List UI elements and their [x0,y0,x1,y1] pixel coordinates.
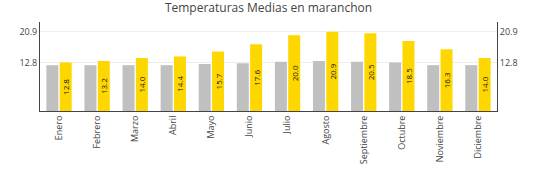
svg-text:12.8: 12.8 [19,56,37,69]
svg-text:Julio: Julio [280,116,293,135]
svg-text:17.6: 17.6 [251,70,262,86]
svg-text:20.5: 20.5 [365,64,376,80]
svg-text:Octubre: Octubre [395,116,408,150]
svg-text:13.2: 13.2 [98,78,109,94]
svg-text:14.0: 14.0 [479,76,490,92]
svg-text:Diciembre: Diciembre [471,116,484,159]
svg-text:Junio: Junio [242,116,255,138]
svg-text:15.7: 15.7 [213,73,224,89]
svg-text:14.4: 14.4 [174,76,185,92]
svg-text:12.8: 12.8 [500,56,518,69]
svg-text:16.3: 16.3 [441,72,452,88]
svg-text:20.9: 20.9 [500,25,518,38]
svg-text:20.9: 20.9 [327,63,338,79]
svg-text:Abril: Abril [166,116,179,135]
svg-text:Febrero: Febrero [90,116,103,149]
svg-text:12.8: 12.8 [60,79,71,95]
svg-text:18.5: 18.5 [403,68,414,84]
svg-text:20.9: 20.9 [19,25,37,38]
svg-text:Mayo: Mayo [204,116,217,139]
svg-text:Septiembre: Septiembre [357,116,370,165]
svg-text:20.0: 20.0 [289,65,300,81]
svg-text:Agosto: Agosto [319,116,332,145]
svg-text:Noviembre: Noviembre [433,116,446,163]
svg-text:Enero: Enero [52,116,65,141]
svg-text:Marzo: Marzo [128,116,141,142]
svg-text:14.0: 14.0 [136,76,147,92]
svg-text:Temperaturas Medias en maranch: Temperaturas Medias en maranchon [165,0,372,16]
